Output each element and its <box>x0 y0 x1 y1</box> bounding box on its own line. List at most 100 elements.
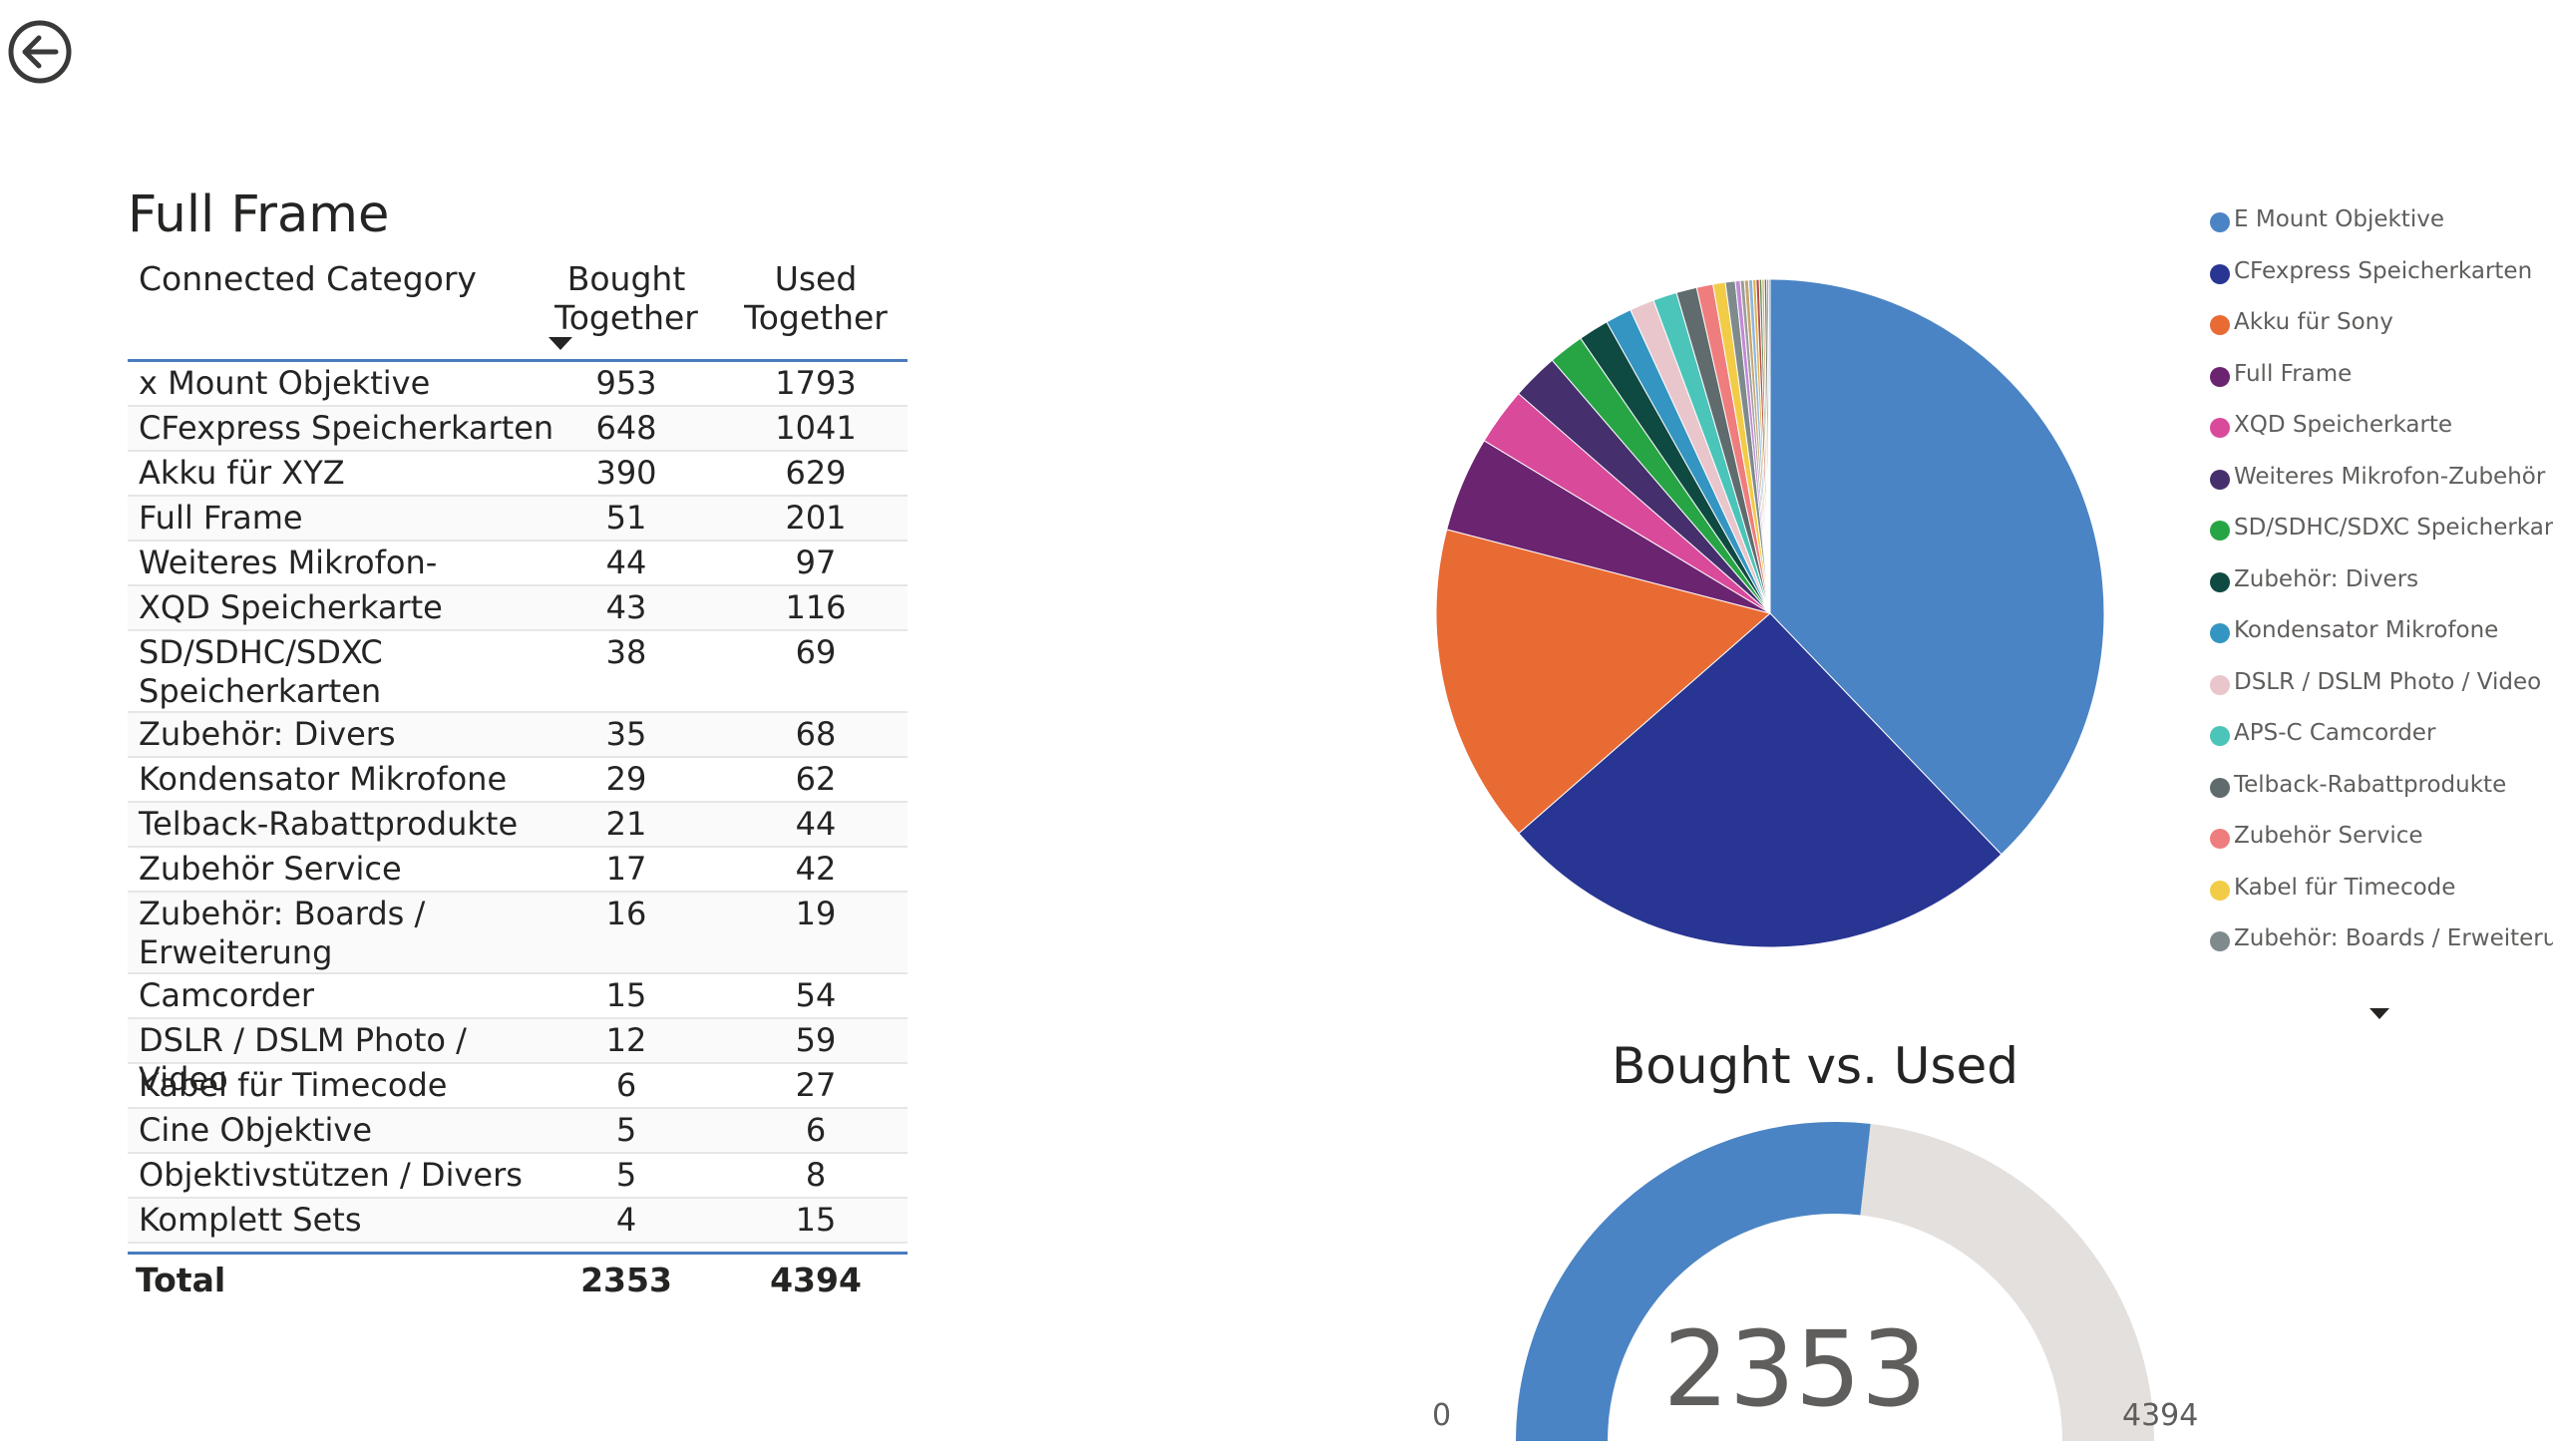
legend-swatch <box>2210 469 2230 490</box>
row-category: Camcorder <box>139 976 315 1014</box>
row-category: DSLR / DSLM Photo / Video <box>139 1021 467 1098</box>
table-row[interactable]: Zubehör: Boards / Erweiterung 16 19 <box>128 893 908 974</box>
sort-descending-icon[interactable] <box>548 337 572 350</box>
legend-item[interactable]: Kondensator Mikrofone <box>2210 611 2549 651</box>
table-row[interactable]: Zubehör: Divers 35 68 <box>128 713 908 758</box>
legend-label: Zubehör: Boards / Erweiterung <box>2234 925 2553 951</box>
table-row[interactable]: Kabel für Timecode 6 27 <box>128 1064 908 1109</box>
row-used: 54 <box>795 976 837 1014</box>
legend-swatch <box>2210 263 2230 284</box>
legend-item[interactable]: Zubehör: Divers <box>2210 560 2549 600</box>
row-category: Akku für XYZ <box>139 454 345 492</box>
legend-swatch <box>2210 777 2230 798</box>
gauge-min-label: 0 <box>1432 1398 1452 1433</box>
row-bought: 29 <box>605 760 647 798</box>
legend-item[interactable]: Zubehör Service <box>2210 817 2549 857</box>
row-category: Zubehör: Boards / Erweiterung <box>139 895 426 971</box>
table-row[interactable]: Akku für XYZ 390 629 <box>128 452 908 497</box>
column-header-used[interactable]: Used Together <box>744 259 888 337</box>
row-bought: 6 <box>615 1066 637 1104</box>
back-button[interactable] <box>6 18 74 86</box>
pie-slice[interactable] <box>1518 612 2003 948</box>
row-bought: 44 <box>605 544 647 581</box>
row-category: XQD Speicherkarte <box>139 588 443 626</box>
table-row[interactable]: DSLR / DSLM Photo / Video 12 59 <box>128 1019 908 1098</box>
legend-item[interactable]: CFexpress Speicherkarten <box>2210 252 2549 292</box>
row-used: 59 <box>795 1021 837 1059</box>
row-category: Full Frame <box>139 499 303 537</box>
table-row[interactable]: Objektivstützen / Divers 5 8 <box>128 1154 908 1199</box>
row-category: Zubehör: Divers <box>139 715 396 753</box>
legend-item[interactable]: Telback-Rabattprodukte <box>2210 766 2549 806</box>
row-used: 116 <box>785 588 847 626</box>
table-row[interactable]: Camcorder 15 54 <box>128 974 908 1019</box>
row-used: 1041 <box>775 409 857 447</box>
legend-swatch <box>2210 674 2230 695</box>
row-category: Kondensator Mikrofone <box>139 760 508 798</box>
legend-item[interactable]: SD/SDHC/SDXC Speicherkarten <box>2210 509 2553 548</box>
row-used: 42 <box>795 850 837 888</box>
row-used: 62 <box>795 760 837 798</box>
gauge-title: Bought vs. Used <box>1611 1037 2019 1095</box>
pie-slice[interactable] <box>1767 278 1771 614</box>
legend-item[interactable]: Zubehör: Boards / Erweiterung <box>2210 919 2553 959</box>
row-used: 15 <box>795 1201 837 1239</box>
row-bought: 15 <box>605 976 647 1014</box>
table-row[interactable]: Komplett Sets 4 15 <box>128 1199 908 1244</box>
category-table: Connected Category Bought Together Used … <box>128 251 908 1306</box>
legend-item[interactable]: DSLR / DSLM Photo / Video <box>2210 663 2549 703</box>
legend-swatch <box>2210 726 2230 746</box>
row-used: 1793 <box>775 364 857 402</box>
legend-scroll-down-icon[interactable] <box>2370 1008 2389 1019</box>
pie-chart <box>1436 278 2105 948</box>
table-row[interactable]: Zubehör Service 17 42 <box>128 848 908 893</box>
table-row[interactable]: Full Frame 51 201 <box>128 497 908 542</box>
table-row[interactable]: Telback-Rabattprodukte 21 44 <box>128 803 908 848</box>
table-header: Connected Category Bought Together Used … <box>128 251 908 362</box>
column-header-category[interactable]: Connected Category <box>139 259 477 298</box>
row-bought: 4 <box>615 1201 637 1239</box>
gauge-max-label: 4394 <box>2122 1398 2199 1433</box>
row-bought: 16 <box>605 895 647 932</box>
table-row[interactable]: Kondensator Mikrofone 29 62 <box>128 758 908 803</box>
table-row[interactable]: SD/SDHC/SDXC Speicherkarten 38 69 <box>128 631 908 713</box>
legend-item[interactable]: APS-C Camcorder <box>2210 714 2549 754</box>
row-category: Komplett Sets <box>139 1201 362 1239</box>
gauge-chart <box>1516 1122 2154 1441</box>
legend-item[interactable]: Full Frame <box>2210 355 2549 395</box>
row-used: 68 <box>795 715 837 753</box>
row-bought: 5 <box>615 1156 637 1194</box>
table-row[interactable]: x Mount Objektive 953 1793 <box>128 362 908 407</box>
row-category: Objektivstützen / Divers <box>139 1156 523 1194</box>
total-used: 4394 <box>770 1261 862 1299</box>
legend-item[interactable]: E Mount Objektive <box>2210 200 2549 240</box>
table-row[interactable]: Cine Objektive 5 6 <box>128 1109 908 1154</box>
row-bought: 12 <box>605 1021 647 1059</box>
table-row[interactable]: XQD Speicherkarte 43 116 <box>128 586 908 631</box>
pie-slice[interactable] <box>1769 278 2105 856</box>
legend-item[interactable]: Weiteres Mikrofon-Zubehör <box>2210 458 2549 498</box>
legend-item[interactable]: Kabel für Timecode <box>2210 869 2549 909</box>
row-bought: 35 <box>605 715 647 753</box>
table-row[interactable]: CFexpress Speicherkarten 648 1041 <box>128 407 908 452</box>
row-used: 97 <box>795 544 837 581</box>
gauge-fill[interactable] <box>1516 1122 1871 1441</box>
legend-label: APS-C Camcorder <box>2234 720 2436 746</box>
row-bought: 390 <box>595 454 657 492</box>
legend-item[interactable]: Akku für Sony <box>2210 303 2549 343</box>
column-header-bought[interactable]: Bought Together <box>554 259 698 337</box>
legend-item[interactable]: XQD Speicherkarte <box>2210 406 2549 446</box>
row-category: Zubehör Service <box>139 850 402 888</box>
row-used: 8 <box>805 1156 827 1194</box>
legend-label: Telback-Rabattprodukte <box>2234 771 2507 798</box>
legend-swatch <box>2210 212 2230 232</box>
pie-slice[interactable] <box>1436 529 1772 835</box>
legend-label: Akku für Sony <box>2234 309 2393 335</box>
row-category: SD/SDHC/SDXC Speicherkarten <box>139 633 383 710</box>
row-used: 629 <box>785 454 847 492</box>
row-used: 6 <box>805 1111 827 1149</box>
row-used: 44 <box>795 805 837 843</box>
legend-label: Zubehör: Divers <box>2234 565 2419 592</box>
table-row[interactable]: Weiteres Mikrofon-Zubehör4497 <box>128 542 908 620</box>
legend-swatch <box>2210 623 2230 643</box>
